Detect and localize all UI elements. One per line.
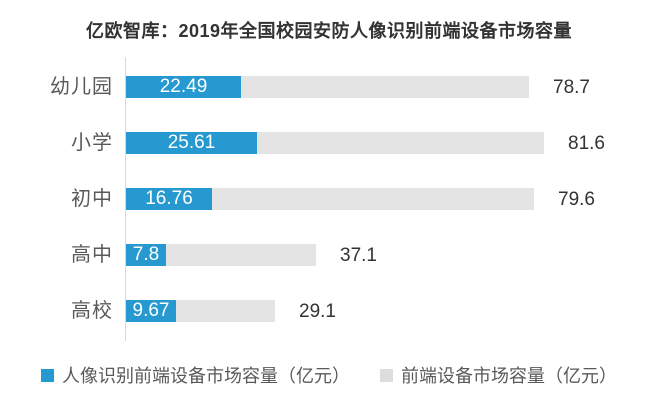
plot-area: 22.49 78.7 25.61 81.6 16.76 79.6 7.8 37.1 9.67 29… bbox=[125, 57, 646, 341]
bar-row: 16.76 79.6 bbox=[126, 188, 646, 210]
category-label: 初中 bbox=[71, 188, 113, 210]
bar-value-label-outside: 29.1 bbox=[299, 301, 336, 322]
category-label: 高中 bbox=[71, 244, 113, 266]
legend-swatch-gray-icon bbox=[380, 368, 393, 382]
bar-value-label-inside: 16.76 bbox=[145, 188, 193, 209]
total-market-bar bbox=[126, 188, 534, 210]
bar-value-label-inside: 7.8 bbox=[132, 244, 160, 265]
category-label: 高校 bbox=[71, 300, 113, 322]
bar-row: 22.49 78.7 bbox=[126, 76, 646, 98]
legend-swatch-blue-icon bbox=[41, 368, 54, 382]
face-recognition-bar: 9.67 bbox=[126, 300, 176, 322]
bar-row: 25.61 81.6 bbox=[126, 132, 646, 154]
bar-value-label-outside: 37.1 bbox=[340, 245, 377, 266]
bar-value-label-inside: 9.67 bbox=[132, 300, 170, 321]
legend-label: 前端设备市场容量（亿元） bbox=[401, 366, 617, 386]
face-recognition-bar: 25.61 bbox=[126, 132, 257, 154]
legend-label: 人像识别前端设备市场容量（亿元） bbox=[62, 366, 350, 386]
bar-value-label-outside: 81.6 bbox=[568, 133, 605, 154]
legend-item-face-recognition: 人像识别前端设备市场容量（亿元） bbox=[41, 362, 350, 388]
bar-value-label-inside: 25.61 bbox=[167, 132, 216, 153]
face-recognition-bar: 16.76 bbox=[126, 188, 212, 210]
category-label: 幼儿园 bbox=[50, 76, 113, 98]
chart-title: 亿欧智库：2019年全国校园安防人像识别前端设备市场容量 bbox=[85, 21, 573, 41]
bar-value-label-outside: 79.6 bbox=[558, 189, 595, 210]
category-label: 小学 bbox=[71, 132, 113, 154]
face-recognition-bar: 22.49 bbox=[126, 76, 241, 98]
legend-item-front-end-total: 前端设备市场容量（亿元） bbox=[380, 362, 617, 388]
total-market-bar bbox=[126, 244, 316, 266]
face-recognition-bar: 7.8 bbox=[126, 244, 166, 266]
bar-value-label-outside: 78.7 bbox=[553, 77, 590, 98]
bar-value-label-inside: 22.49 bbox=[159, 76, 208, 97]
bar-row: 7.8 37.1 bbox=[126, 244, 646, 266]
legend: 人像识别前端设备市场容量（亿元） 前端设备市场容量（亿元） bbox=[0, 362, 658, 388]
bar-row: 9.67 29.1 bbox=[126, 300, 646, 322]
